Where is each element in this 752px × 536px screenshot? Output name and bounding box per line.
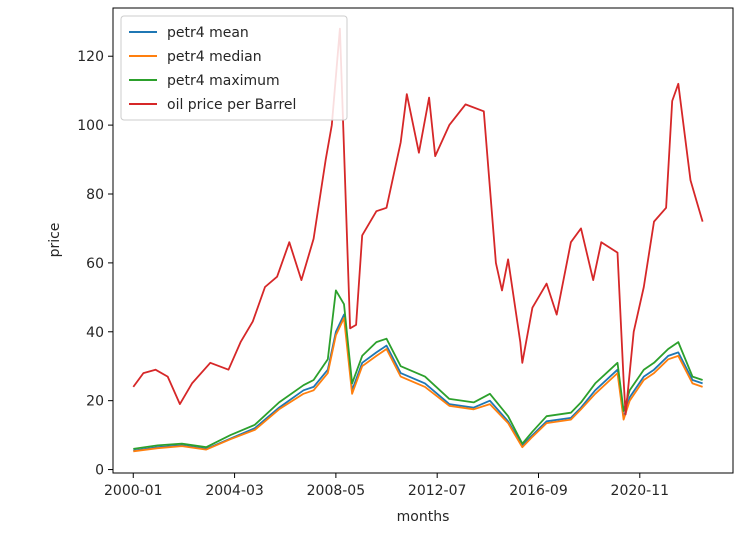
x-tick-label-1: 2004-03 <box>205 483 264 499</box>
x-tick-label-0: 2000-01 <box>104 483 163 499</box>
y-tick-label-1: 20 <box>86 394 104 410</box>
legend-label-petr4-mean: petr4 mean <box>167 25 249 41</box>
y-tick-label-5: 100 <box>77 118 104 134</box>
series-line-petr4-mean <box>133 313 703 452</box>
series-layer <box>132 27 704 453</box>
legend: petr4 mean petr4 median petr4 maximum oil p… <box>120 15 348 121</box>
legend-label-petr4-maximum: petr4 maximum <box>167 73 280 89</box>
y-tick-label-0: 0 <box>95 463 104 479</box>
y-axis: 0 20 40 60 80 100 120 <box>77 49 113 479</box>
y-tick-label-2: 40 <box>86 325 104 341</box>
x-tick-label-5: 2020-11 <box>611 483 670 499</box>
x-tick-label-3: 2012-07 <box>408 483 467 499</box>
x-tick-label-4: 2016-09 <box>509 483 568 499</box>
plot-frame <box>112 7 734 474</box>
legend-label-petr4-median: petr4 median <box>167 49 262 65</box>
series-line-petr4-maximum <box>133 289 703 450</box>
series-line-petr4-median <box>133 317 703 453</box>
legend-box <box>120 15 348 121</box>
y-tick-label-4: 80 <box>86 187 104 203</box>
x-tick-label-2: 2008-05 <box>307 483 366 499</box>
y-axis-label: price <box>47 223 63 258</box>
y-tick-label-3: 60 <box>86 256 104 272</box>
x-axis: 2000-01 2004-03 2008-05 2012-07 2016-09 2020-… <box>104 473 669 499</box>
y-tick-label-6: 120 <box>77 49 104 65</box>
series-line-oil-price-per-barrel <box>132 27 704 416</box>
x-axis-label: months <box>397 509 450 525</box>
legend-label-oil-price-per-barrel: oil price per Barrel <box>167 97 296 113</box>
